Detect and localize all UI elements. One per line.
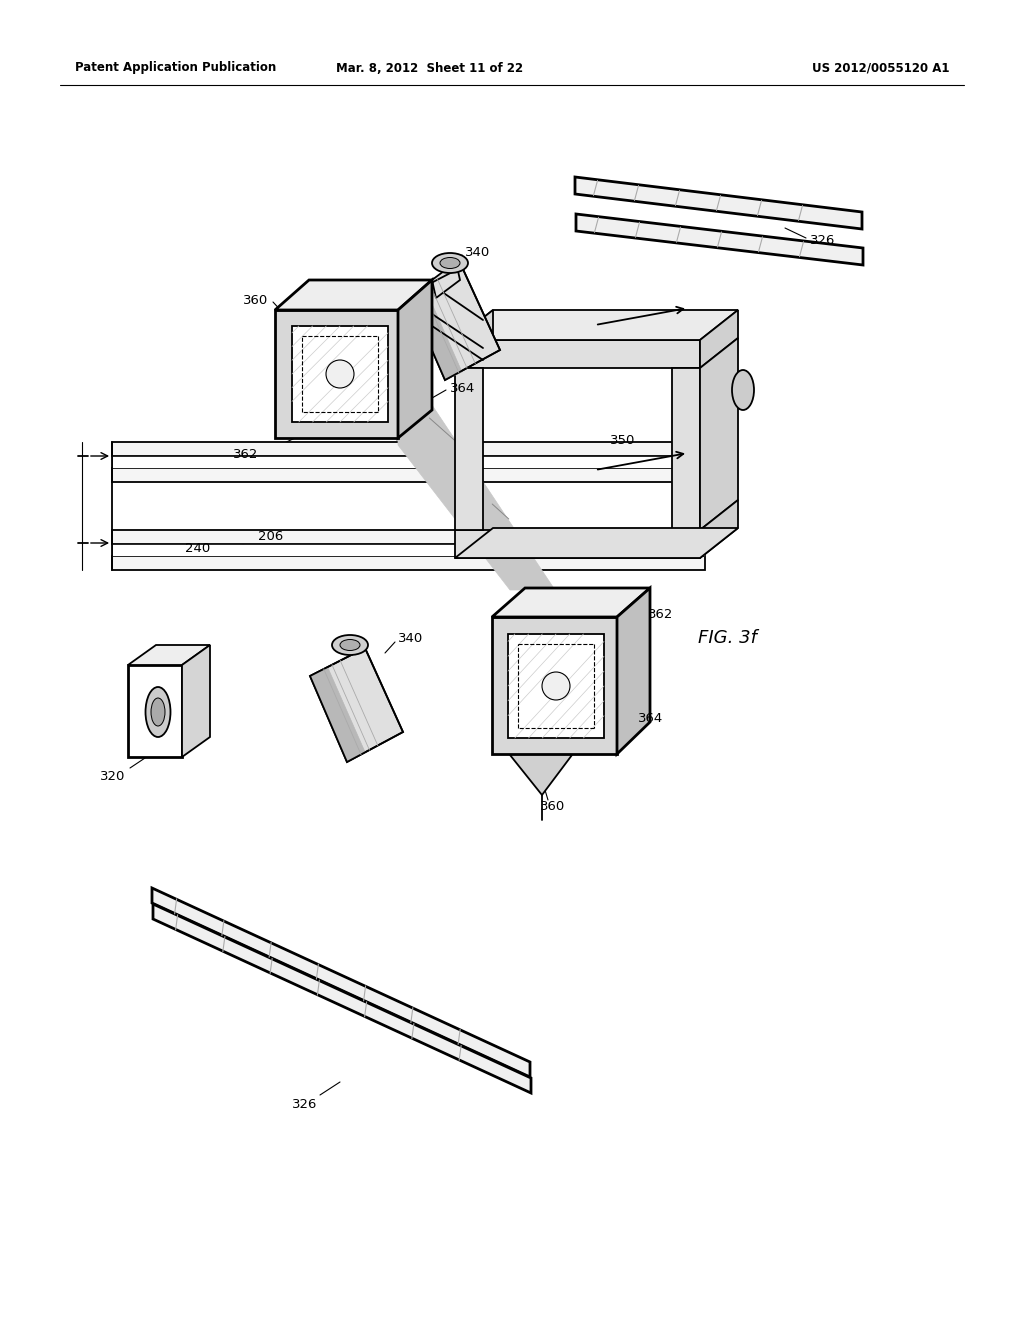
Text: 362: 362 — [232, 449, 258, 462]
Text: Patent Application Publication: Patent Application Publication — [75, 62, 276, 74]
Polygon shape — [700, 310, 738, 368]
Polygon shape — [455, 528, 738, 558]
Text: 326: 326 — [292, 1098, 317, 1111]
Polygon shape — [700, 500, 738, 558]
Polygon shape — [455, 531, 700, 558]
Polygon shape — [492, 587, 650, 616]
Polygon shape — [112, 442, 705, 455]
Ellipse shape — [340, 639, 360, 651]
Text: 320: 320 — [99, 770, 125, 783]
Polygon shape — [672, 368, 700, 531]
Text: Mar. 8, 2012  Sheet 11 of 22: Mar. 8, 2012 Sheet 11 of 22 — [337, 62, 523, 74]
Polygon shape — [310, 668, 365, 762]
Polygon shape — [310, 648, 403, 762]
Polygon shape — [455, 310, 493, 368]
Polygon shape — [492, 616, 617, 754]
Ellipse shape — [732, 370, 754, 411]
Polygon shape — [152, 888, 530, 1077]
Text: 362: 362 — [648, 607, 674, 620]
Text: 206: 206 — [258, 529, 284, 543]
Polygon shape — [455, 341, 700, 368]
Ellipse shape — [332, 635, 368, 655]
Polygon shape — [408, 267, 500, 380]
Polygon shape — [275, 280, 432, 310]
Text: 364: 364 — [638, 711, 664, 725]
Text: 360: 360 — [540, 800, 565, 813]
Text: US 2012/0055120 A1: US 2012/0055120 A1 — [812, 62, 950, 74]
Ellipse shape — [432, 253, 468, 273]
Text: 350: 350 — [610, 433, 635, 446]
Circle shape — [542, 672, 570, 700]
Text: FIG. 3f: FIG. 3f — [698, 630, 758, 647]
Polygon shape — [112, 544, 705, 556]
Ellipse shape — [145, 686, 171, 737]
Polygon shape — [510, 755, 572, 795]
Polygon shape — [112, 455, 705, 469]
Polygon shape — [182, 645, 210, 756]
Ellipse shape — [151, 698, 165, 726]
Text: 340: 340 — [465, 246, 490, 259]
Polygon shape — [112, 469, 705, 482]
Polygon shape — [455, 310, 738, 341]
Polygon shape — [128, 645, 210, 665]
Polygon shape — [153, 904, 531, 1093]
Ellipse shape — [440, 257, 460, 268]
Polygon shape — [508, 634, 604, 738]
Polygon shape — [432, 261, 460, 298]
Text: 240: 240 — [185, 541, 210, 554]
Polygon shape — [112, 556, 705, 570]
Polygon shape — [700, 338, 738, 531]
Polygon shape — [292, 326, 388, 422]
Polygon shape — [575, 177, 862, 228]
Text: 364: 364 — [450, 381, 475, 395]
Polygon shape — [408, 288, 462, 380]
Polygon shape — [455, 368, 483, 531]
Text: 360: 360 — [243, 293, 268, 306]
Circle shape — [326, 360, 354, 388]
Polygon shape — [398, 280, 432, 438]
Text: 340: 340 — [398, 631, 423, 644]
Text: 326: 326 — [810, 234, 836, 247]
Polygon shape — [275, 310, 398, 438]
Polygon shape — [617, 587, 650, 754]
Polygon shape — [112, 531, 705, 544]
Polygon shape — [575, 214, 863, 265]
Polygon shape — [398, 375, 555, 590]
